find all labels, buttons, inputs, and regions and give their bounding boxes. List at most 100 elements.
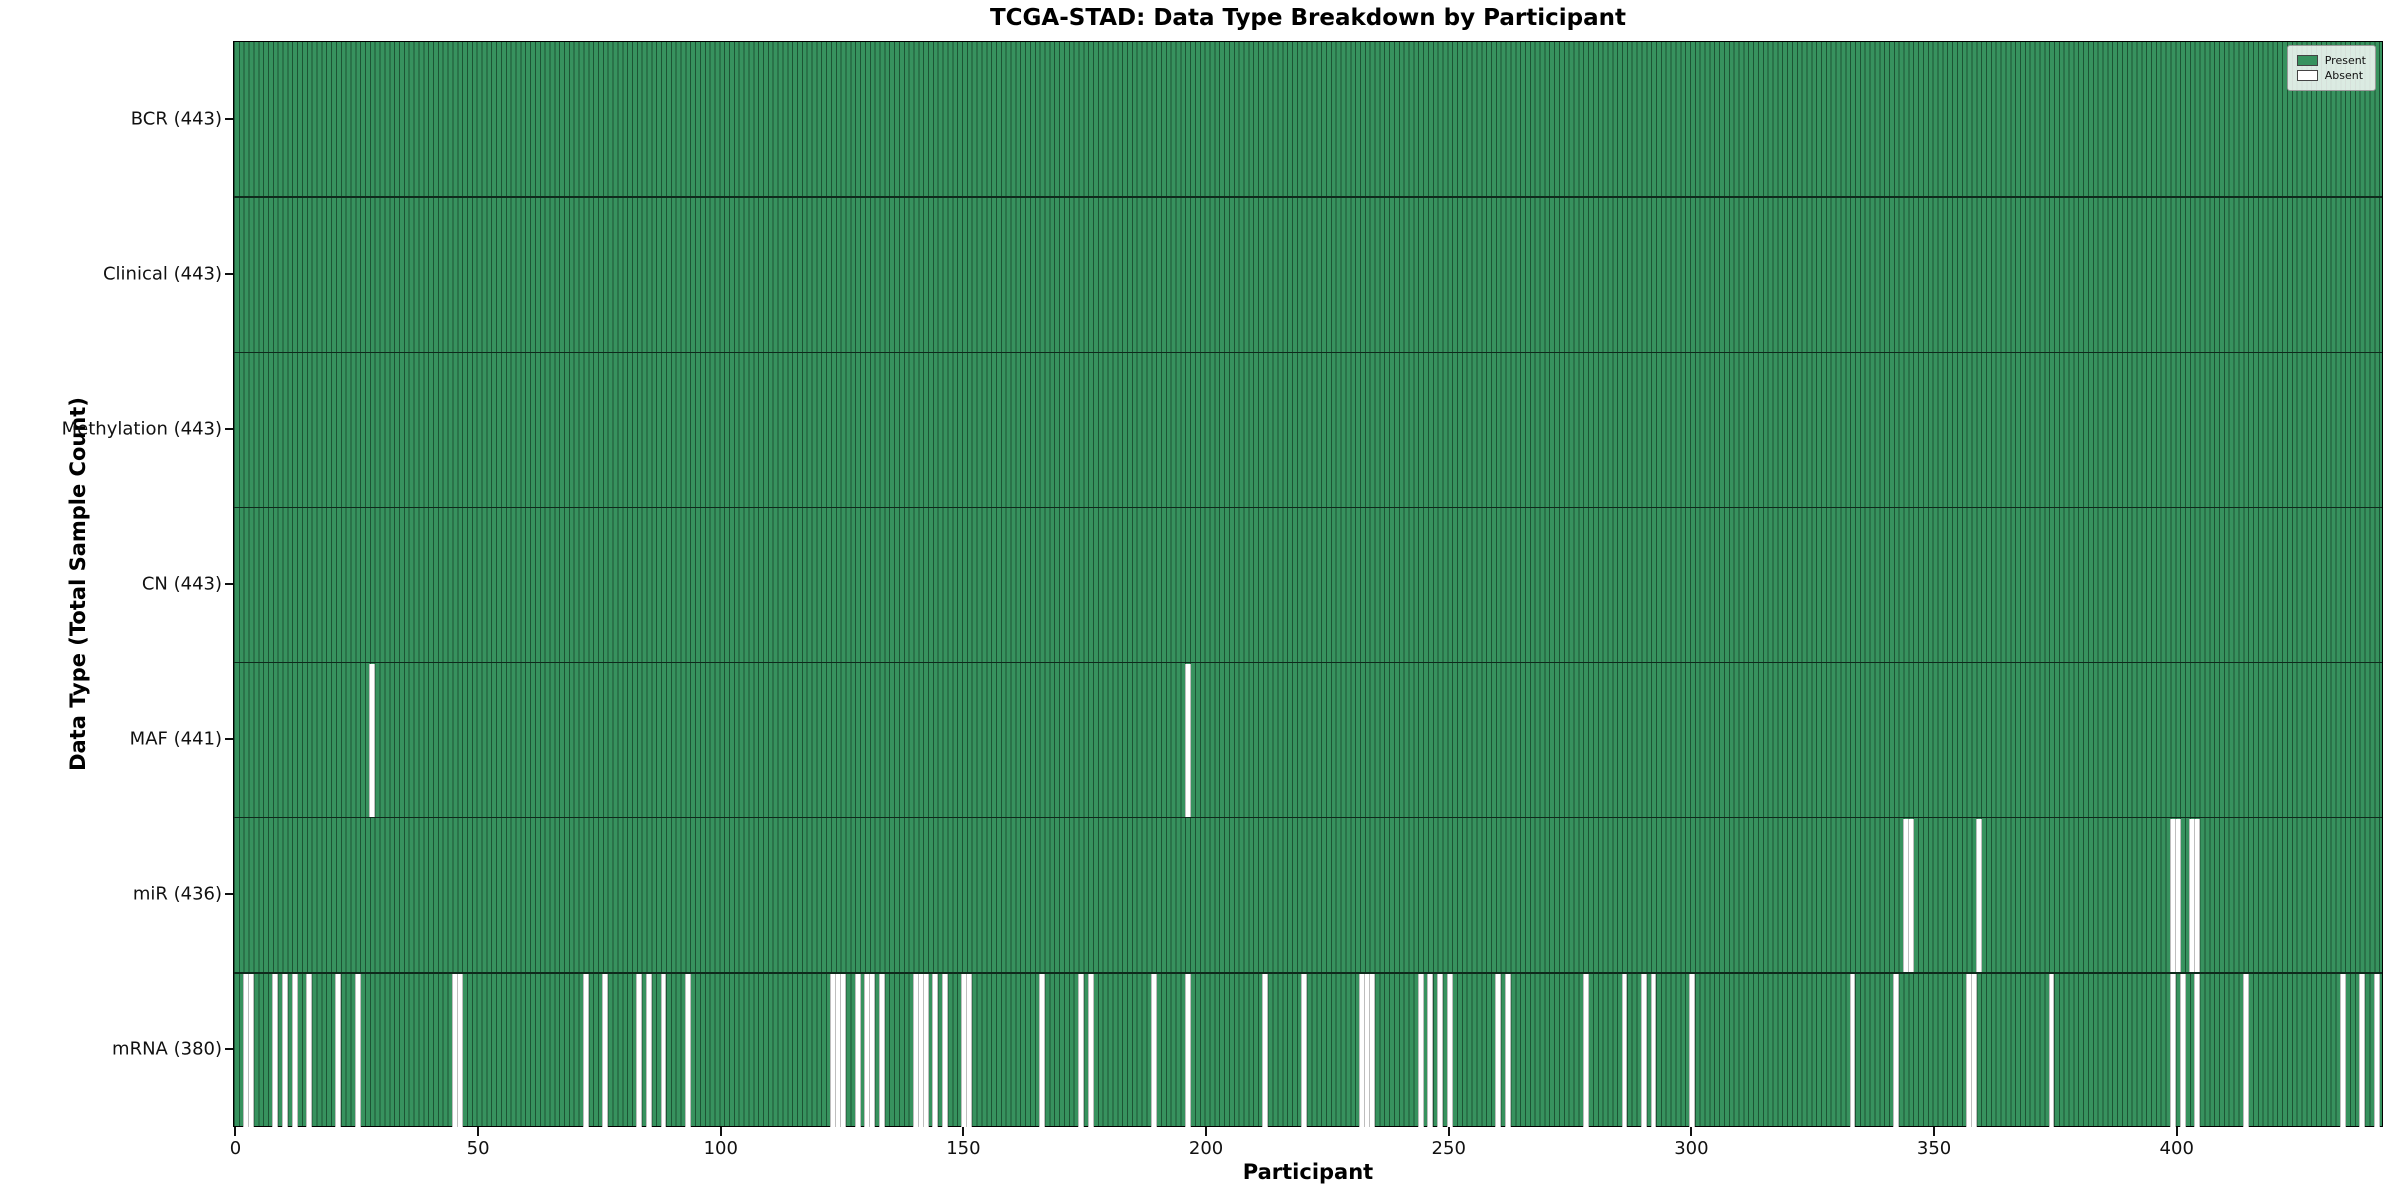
absent-cell-mRNA-12 — [291, 973, 298, 1127]
plot-area: Present Absent — [233, 41, 2383, 1127]
absent-cell-miR-404 — [2194, 818, 2201, 972]
absent-cell-MAF-196 — [1184, 663, 1191, 817]
absent-cell-miR-359 — [1975, 818, 1982, 972]
absent-cell-mRNA-25 — [354, 973, 361, 1127]
absent-cell-mRNA-128 — [854, 973, 861, 1127]
absent-cell-mRNA-374 — [2048, 973, 2055, 1127]
present-swatch — [2296, 55, 2318, 66]
legend-absent-label: Absent — [2324, 69, 2364, 82]
legend-entry-absent: Absent — [2296, 69, 2366, 82]
absent-cell-mRNA-278 — [1582, 973, 1589, 1127]
xtick-label-200: 200 — [1188, 1138, 1224, 1159]
ytick-label-Clinical: Clinical (443) — [102, 263, 222, 285]
ytick-mark-mRNA — [225, 1048, 233, 1051]
ytick-mark-Clinical — [225, 272, 233, 275]
xtick-mark-200 — [1205, 1127, 1208, 1136]
absent-cell-miR-400 — [2174, 818, 2181, 972]
absent-cell-mRNA-146 — [942, 973, 948, 1127]
absent-cell-mRNA-220 — [1301, 973, 1308, 1127]
xtick-label-150: 150 — [946, 1138, 981, 1159]
xtick-label-250: 250 — [1431, 1138, 1466, 1159]
ytick-label-MAF: MAF (441) — [129, 728, 222, 750]
legend-present-label: Present — [2324, 54, 2366, 67]
xtick-mark-250 — [1447, 1127, 1450, 1136]
absent-cell-MAF-28 — [369, 663, 376, 817]
ytick-label-Methylation: Methylation (443) — [61, 418, 222, 440]
absent-cell-mRNA-174 — [1077, 973, 1084, 1127]
absent-cell-mRNA-260 — [1495, 973, 1502, 1127]
absent-cell-mRNA-142 — [922, 973, 929, 1127]
ytick-mark-miR — [225, 893, 233, 896]
chart-title: TCGA-STAD: Data Type Breakdown by Partic… — [989, 5, 1626, 31]
absent-cell-mRNA-399 — [2169, 973, 2176, 1127]
xtick-label-50: 50 — [466, 1138, 490, 1159]
xtick-label-300: 300 — [1674, 1138, 1709, 1159]
ytick-label-mRNA: mRNA (380) — [112, 1038, 222, 1060]
ytick-label-CN: CN (443) — [141, 573, 222, 595]
absent-cell-mRNA-3 — [248, 973, 254, 1127]
absent-cell-mRNA-333 — [1849, 973, 1856, 1127]
row-separator — [234, 816, 2382, 819]
xtick-mark-0 — [234, 1127, 237, 1136]
absent-cell-mRNA-244 — [1417, 973, 1424, 1127]
xtick-label-350: 350 — [1916, 1138, 1952, 1159]
absent-cell-mRNA-85 — [646, 973, 652, 1127]
absent-cell-mRNA-250 — [1446, 973, 1453, 1127]
absent-cell-mRNA-246 — [1427, 973, 1434, 1127]
absent-cell-mRNA-10 — [282, 973, 288, 1127]
absent-cell-mRNA-76 — [602, 973, 609, 1127]
ytick-label-BCR: BCR (443) — [130, 108, 222, 130]
xtick-mark-400 — [2175, 1127, 2178, 1136]
row-separator — [234, 506, 2382, 509]
absent-cell-mRNA-414 — [2242, 973, 2249, 1127]
absent-cell-mRNA-441 — [2373, 973, 2380, 1127]
absent-cell-mRNA-404 — [2194, 973, 2201, 1127]
absent-cell-miR-345 — [1907, 818, 1914, 972]
absent-cell-mRNA-196 — [1184, 973, 1191, 1127]
absent-cell-mRNA-72 — [582, 973, 589, 1127]
absent-cell-mRNA-300 — [1689, 973, 1696, 1127]
ytick-mark-MAF — [225, 738, 233, 741]
absent-cell-mRNA-8 — [272, 973, 279, 1127]
absent-cell-mRNA-21 — [335, 973, 342, 1127]
absent-cell-mRNA-434 — [2339, 973, 2346, 1127]
absent-cell-mRNA-88 — [660, 973, 667, 1127]
absent-cell-mRNA-166 — [1039, 973, 1045, 1127]
xtick-mark-350 — [1933, 1127, 1936, 1136]
xtick-label-0: 0 — [229, 1138, 242, 1159]
absent-cell-mRNA-151 — [966, 973, 973, 1127]
row-separator — [234, 972, 2382, 974]
legend: Present Absent — [2286, 45, 2376, 91]
absent-cell-mRNA-176 — [1087, 973, 1094, 1127]
absent-cell-mRNA-189 — [1150, 973, 1157, 1127]
xtick-mark-150 — [962, 1127, 965, 1136]
ytick-mark-BCR — [225, 117, 233, 120]
absent-cell-mRNA-401 — [2179, 973, 2186, 1127]
xtick-label-400: 400 — [2159, 1138, 2194, 1159]
ytick-mark-Methylation — [225, 427, 233, 430]
absent-swatch — [2296, 70, 2318, 81]
ytick-label-miR: miR (436) — [132, 883, 222, 905]
xtick-label-100: 100 — [703, 1138, 738, 1159]
legend-entry-present: Present — [2296, 54, 2366, 67]
absent-cell-mRNA-290 — [1640, 973, 1647, 1127]
xtick-mark-100 — [719, 1127, 722, 1136]
absent-cell-mRNA-125 — [840, 973, 846, 1127]
ytick-mark-CN — [225, 583, 233, 585]
row-separator — [234, 351, 2382, 354]
absent-cell-mRNA-286 — [1621, 973, 1628, 1127]
absent-cell-mRNA-438 — [2359, 973, 2366, 1127]
row-separator — [234, 196, 2382, 198]
absent-cell-mRNA-15 — [306, 973, 313, 1127]
xtick-mark-50 — [477, 1127, 480, 1136]
absent-cell-mRNA-133 — [878, 973, 885, 1127]
x-axis-label: Participant — [1242, 1160, 1374, 1184]
absent-cell-mRNA-234 — [1369, 973, 1375, 1127]
absent-cell-mRNA-358 — [1970, 973, 1977, 1127]
absent-cell-mRNA-144 — [932, 973, 939, 1127]
absent-cell-mRNA-248 — [1437, 973, 1443, 1127]
xtick-mark-300 — [1690, 1127, 1693, 1136]
absent-cell-mRNA-262 — [1505, 973, 1511, 1127]
absent-cell-mRNA-342 — [1893, 973, 1900, 1127]
